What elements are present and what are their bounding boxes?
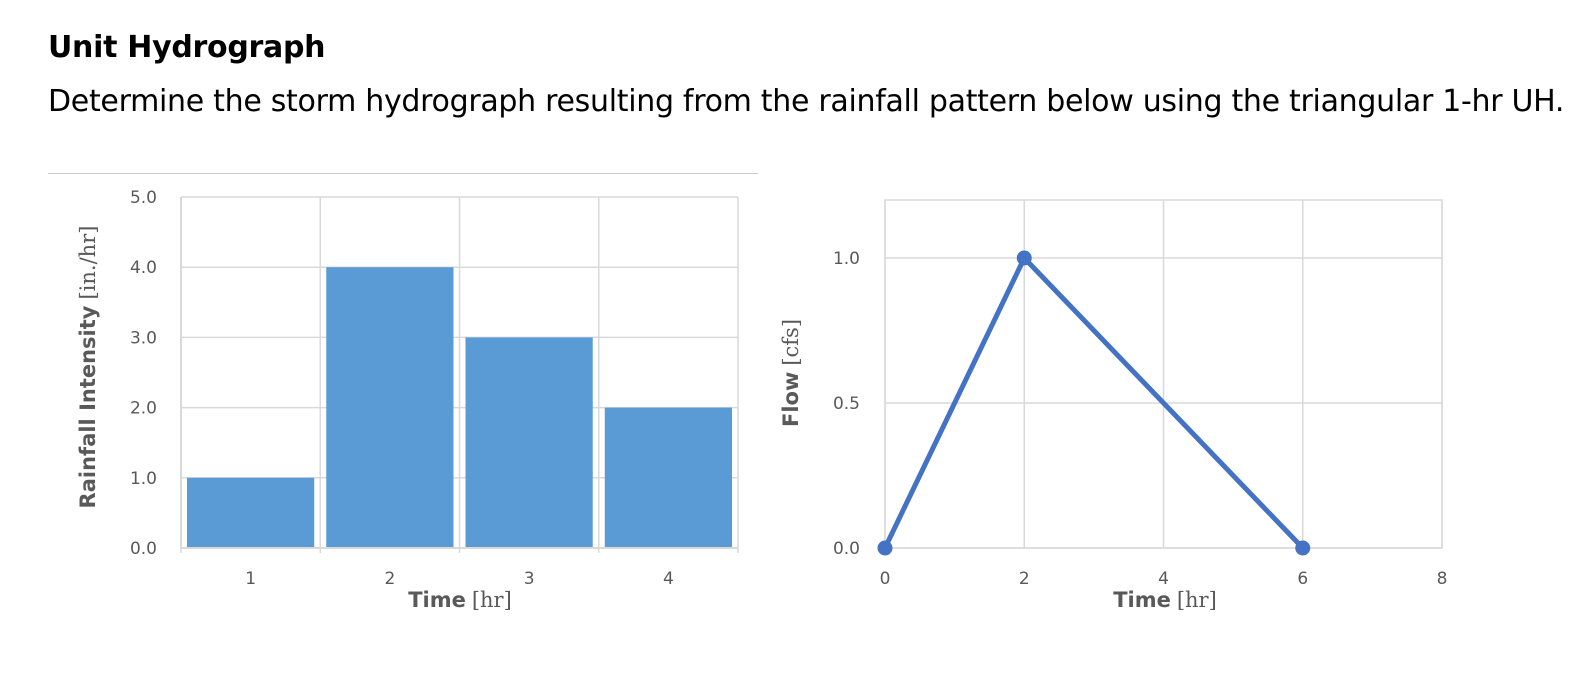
left-y-tick-label: 3.0 [130, 328, 157, 348]
left-x-tick-label: 4 [663, 569, 674, 589]
left-y-tick-label: 1.0 [130, 469, 157, 489]
left-x-tick-label: 3 [524, 569, 535, 589]
right-x-axis-unit: [hr] [1177, 588, 1217, 612]
left-x-axis-unit: [hr] [472, 588, 512, 612]
left-y-tick-label: 0.0 [130, 539, 157, 559]
left-y-tick-label: 5.0 [130, 188, 157, 208]
right-y-tick-label: 0.0 [833, 539, 860, 559]
rainfall-bar [187, 477, 315, 548]
right-y-ticks: 0.0 0.5 1.0 [833, 249, 860, 559]
left-y-tick-label: 4.0 [130, 258, 157, 278]
right-x-axis-title: Time [hr] [1113, 588, 1217, 612]
hydrograph-point [1295, 540, 1311, 556]
right-x-tick-label: 4 [1158, 569, 1169, 589]
right-y-axis-label: Flow [779, 372, 803, 427]
left-y-axis-title: Rainfall Intensity [in./hr] [76, 226, 100, 509]
left-x-tick-label: 1 [245, 569, 256, 589]
left-y-axis-label: Rainfall Intensity [76, 305, 100, 508]
right-y-axis-title: Flow [cfs] [779, 319, 803, 427]
right-x-tick-label: 0 [880, 569, 891, 589]
right-y-tick-label: 1.0 [833, 249, 860, 269]
rainfall-bar [326, 267, 454, 548]
right-y-tick-label: 0.5 [833, 394, 860, 414]
hydrograph-point [1016, 250, 1032, 266]
left-y-axis-unit: [in./hr] [76, 226, 100, 300]
left-grid [181, 196, 739, 548]
left-x-ticks: 1 2 3 4 [245, 569, 674, 589]
right-x-axis-label: Time [1113, 588, 1171, 612]
right-y-axis-unit: [cfs] [779, 319, 803, 366]
right-x-tick-label: 8 [1437, 569, 1448, 589]
hydrograph-point [877, 540, 893, 556]
left-axes [180, 197, 739, 553]
left-x-tick-label: 2 [384, 569, 395, 589]
right-x-tick-label: 6 [1297, 569, 1308, 589]
left-y-tick-label: 2.0 [130, 399, 157, 419]
problem-description: Determine the storm hydrograph resulting… [48, 84, 1565, 119]
left-x-axis-label: Time [408, 588, 466, 612]
page-heading: Unit Hydrograph [48, 30, 326, 65]
rainfall-bar [604, 407, 732, 548]
unit-hydrograph-line-chart: 0.0 0.5 1.0 0 2 4 6 8 Time [hr] Flow [cfs] [779, 199, 1448, 612]
right-series [877, 250, 1311, 556]
rainfall-bar-chart: 0.0 1.0 2.0 3.0 4.0 5.0 1 2 3 4 Time [hr] Rainfal… [76, 188, 739, 612]
right-x-ticks: 0 2 4 6 8 [880, 569, 1448, 589]
rainfall-bar [465, 337, 593, 548]
left-bars [187, 267, 732, 548]
left-y-ticks: 0.0 1.0 2.0 3.0 4.0 5.0 [130, 188, 157, 559]
left-x-axis-title: Time [hr] [408, 588, 512, 612]
right-x-tick-label: 2 [1019, 569, 1030, 589]
divider-line [48, 173, 758, 174]
